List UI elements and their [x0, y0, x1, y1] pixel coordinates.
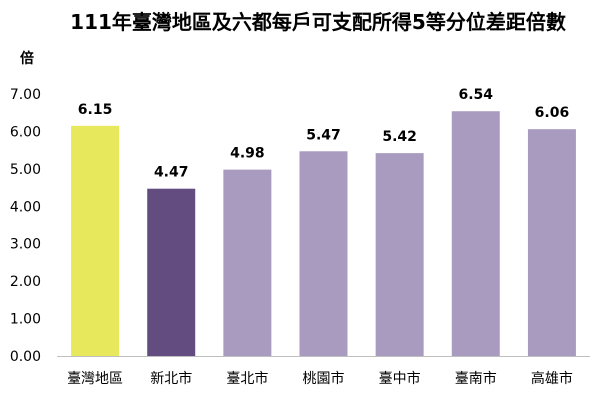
bar-value-label: 5.42 [382, 129, 417, 145]
y-axis-ticks: 0.00 1.00 2.00 3.00 4.00 5.00 6.00 7.00 [10, 87, 41, 365]
x-category-label: 臺灣地區 [67, 371, 123, 387]
bars-group [71, 111, 576, 357]
bar [71, 125, 120, 356]
value-labels-group: 6.15 4.47 4.98 5.47 5.42 6.54 6.06 [78, 87, 569, 180]
bar-value-label: 6.06 [535, 105, 570, 121]
x-axis-labels: 臺灣地區 新北市 臺北市 桃園市 臺中市 臺南市 高雄市 [67, 370, 573, 387]
y-tick-label: 7.00 [10, 87, 41, 103]
y-tick-label: 4.00 [10, 199, 41, 215]
x-category-label: 臺北市 [226, 370, 268, 387]
y-tick-label: 0.00 [10, 349, 41, 365]
bar-value-label: 6.15 [78, 102, 113, 118]
bar [223, 169, 272, 356]
bar [299, 151, 348, 356]
bar-value-label: 4.98 [230, 146, 265, 162]
x-category-label: 桃園市 [303, 370, 345, 387]
y-tick-label: 2.00 [10, 274, 41, 290]
y-tick-label: 6.00 [10, 124, 41, 140]
bar [375, 153, 424, 356]
chart-title: 111年臺灣地區及六都每戶可支配所得5等分位差距倍數 [70, 10, 566, 34]
y-tick-label: 3.00 [10, 237, 41, 253]
bar-value-label: 4.47 [154, 165, 189, 181]
bar [147, 188, 196, 356]
y-axis-unit-label: 倍 [20, 50, 34, 67]
x-category-label: 臺南市 [455, 370, 497, 387]
y-tick-label: 1.00 [10, 312, 41, 328]
y-tick-label: 5.00 [10, 162, 41, 178]
bar [527, 129, 576, 356]
x-category-label: 新北市 [150, 370, 192, 387]
x-category-label: 高雄市 [531, 370, 573, 387]
x-category-label: 臺中市 [379, 370, 421, 387]
bar-value-label: 5.47 [306, 127, 341, 143]
bar-value-label: 6.54 [459, 87, 494, 103]
bar [451, 111, 500, 357]
